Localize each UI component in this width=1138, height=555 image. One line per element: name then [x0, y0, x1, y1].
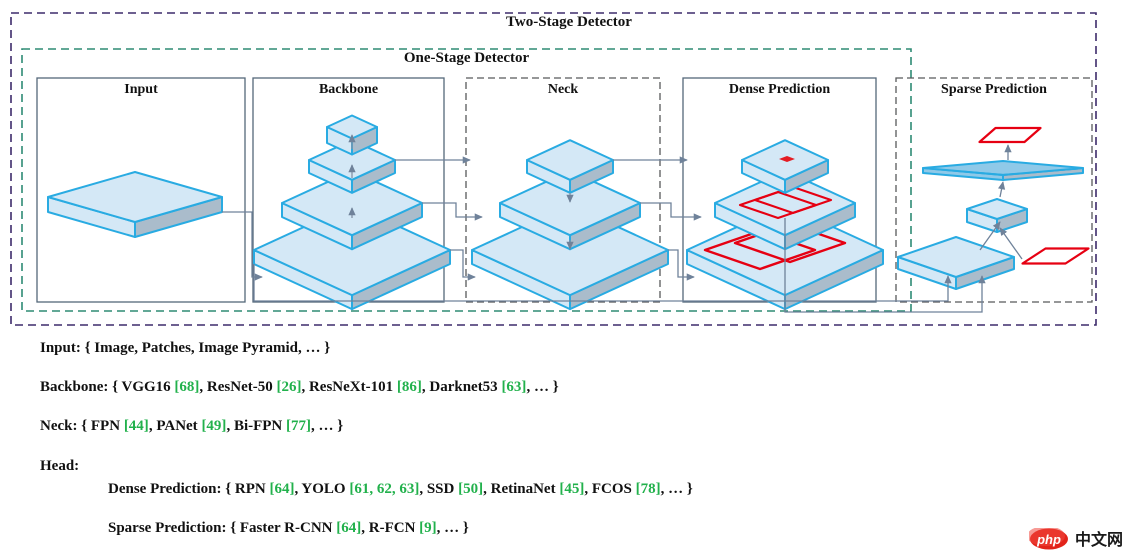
svg-text:中文网: 中文网 — [1075, 530, 1123, 549]
svg-text:php: php — [1036, 532, 1061, 547]
